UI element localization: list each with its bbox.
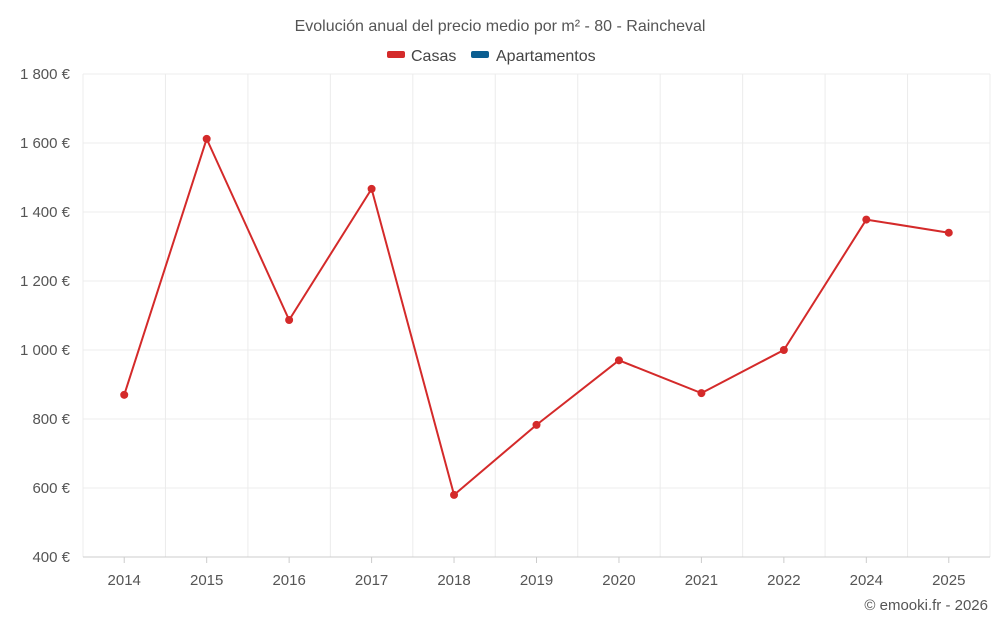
data-point-casas[interactable] [532, 420, 541, 429]
chart-title: Evolución anual del precio medio por m² … [295, 18, 706, 35]
x-tick-label: 2014 [108, 572, 141, 589]
series-casas [120, 134, 953, 499]
data-point-casas[interactable] [614, 356, 623, 365]
x-tick-label: 2021 [685, 572, 718, 589]
legend-swatch-apartamentos [471, 51, 489, 58]
legend-swatch-casas [387, 51, 405, 58]
y-tick-label: 400 € [32, 549, 70, 566]
y-tick-label: 1 400 € [20, 204, 71, 221]
y-tick-label: 600 € [32, 480, 70, 497]
y-tick-label: 1 800 € [20, 66, 71, 83]
data-point-casas[interactable] [202, 134, 211, 143]
data-point-casas[interactable] [367, 184, 376, 193]
legend-item-apartamentos[interactable]: Apartamentos [471, 48, 596, 65]
y-tick-label: 1 000 € [20, 342, 71, 359]
y-tick-label: 1 600 € [20, 135, 71, 152]
axes: 400 € 600 € 800 € 1 000 € 1 200 € 1 400 € 1 60… [20, 66, 990, 589]
y-tick-label: 800 € [32, 411, 70, 428]
x-tick-label: 2024 [850, 572, 883, 589]
x-tick-label: 2018 [437, 572, 470, 589]
data-point-casas[interactable] [285, 315, 294, 324]
x-tick-label: 2022 [767, 572, 800, 589]
data-point-casas[interactable] [862, 215, 871, 224]
x-tick-label: 2025 [932, 572, 965, 589]
legend: Casas Apartamentos [387, 48, 596, 65]
credit-text: © emooki.fr - 2026 [864, 597, 988, 614]
x-tick-label: 2016 [272, 572, 305, 589]
data-point-casas[interactable] [697, 389, 706, 398]
x-tick-label: 2017 [355, 572, 388, 589]
legend-label-casas: Casas [411, 48, 456, 65]
x-tick-label: 2019 [520, 572, 553, 589]
data-point-casas[interactable] [944, 228, 953, 237]
data-point-casas[interactable] [779, 346, 788, 354]
legend-label-apartamentos: Apartamentos [496, 48, 596, 65]
x-tick-label: 2020 [602, 572, 635, 589]
grid [82, 73, 991, 557]
data-point-casas[interactable] [450, 490, 459, 499]
y-tick-label: 1 200 € [20, 273, 71, 290]
data-point-casas[interactable] [120, 390, 129, 399]
x-tick-label: 2015 [190, 572, 223, 589]
legend-item-casas[interactable]: Casas [387, 48, 456, 65]
